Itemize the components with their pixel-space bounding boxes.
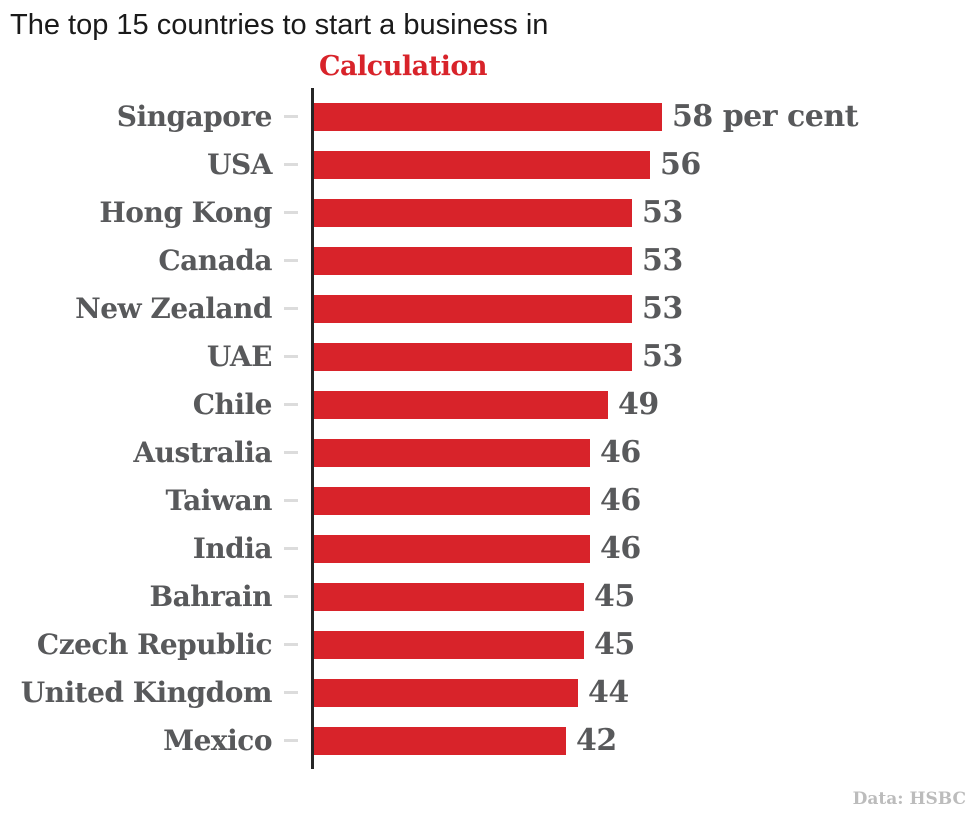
tick-mark: [284, 643, 298, 646]
value-label: 58 per cent: [672, 99, 859, 134]
bar: [314, 439, 590, 467]
chart-row: Czech Republic 45: [0, 621, 980, 669]
bar: [314, 343, 632, 371]
value-label: 53: [642, 291, 683, 326]
chart-row: Mexico 42: [0, 717, 980, 765]
chart-row: Bahrain 45: [0, 573, 980, 621]
value-label: 42: [576, 723, 617, 758]
value-label: 53: [642, 339, 683, 374]
tick-mark: [284, 547, 298, 550]
chart-row: Hong Kong 53: [0, 189, 980, 237]
tick-mark: [284, 211, 298, 214]
value-label: 53: [642, 243, 683, 278]
country-label: Taiwan: [165, 484, 272, 517]
country-label: Chile: [192, 388, 273, 421]
bar: [314, 103, 662, 131]
country-label: India: [192, 532, 273, 565]
tick-mark: [284, 739, 298, 742]
tick-mark: [284, 307, 298, 310]
value-label: 53: [642, 195, 683, 230]
tick-mark: [284, 355, 298, 358]
value-label: 49: [618, 387, 659, 422]
value-label: 44: [588, 675, 629, 710]
country-label: Singapore: [116, 100, 273, 133]
chart-row: USA 56: [0, 141, 980, 189]
y-axis-line: [311, 88, 314, 769]
bar: [314, 631, 584, 659]
chart-row: Chile 49: [0, 381, 980, 429]
tick-mark: [284, 259, 298, 262]
chart-row: United Kingdom 44: [0, 669, 980, 717]
bar: [314, 391, 608, 419]
country-label: Canada: [158, 244, 272, 277]
bar: [314, 583, 584, 611]
tick-mark: [284, 403, 298, 406]
value-label: 45: [594, 627, 635, 662]
data-source-note: Data: HSBC: [852, 789, 966, 809]
bar: [314, 247, 632, 275]
chart-row: Canada 53: [0, 237, 980, 285]
country-label: Hong Kong: [99, 196, 272, 229]
bar: [314, 151, 650, 179]
tick-mark: [284, 691, 298, 694]
chart-subtitle: Calculation: [319, 51, 487, 82]
value-label: 46: [600, 483, 641, 518]
chart-title: The top 15 countries to start a business…: [10, 9, 549, 41]
bar: [314, 679, 578, 707]
chart-row: Taiwan 46: [0, 477, 980, 525]
bar: [314, 295, 632, 323]
chart-row: New Zealand 53: [0, 285, 980, 333]
tick-mark: [284, 451, 298, 454]
tick-mark: [284, 115, 298, 118]
country-label: Bahrain: [149, 580, 272, 613]
country-label: United Kingdom: [20, 676, 273, 709]
country-label: Czech Republic: [36, 628, 273, 661]
tick-mark: [284, 499, 298, 502]
bar: [314, 727, 566, 755]
value-label: 46: [600, 531, 641, 566]
country-label: Mexico: [163, 724, 272, 757]
value-label: 45: [594, 579, 635, 614]
tick-mark: [284, 163, 298, 166]
bar: [314, 487, 590, 515]
chart-row: Singapore 58 per cent: [0, 93, 980, 141]
chart-row: India 46: [0, 525, 980, 573]
value-label: 56: [660, 147, 701, 182]
bar: [314, 199, 632, 227]
chart-row: UAE 53: [0, 333, 980, 381]
country-label: New Zealand: [75, 292, 272, 325]
country-label: USA: [207, 148, 272, 181]
country-label: Australia: [133, 436, 272, 469]
bar: [314, 535, 590, 563]
value-label: 46: [600, 435, 641, 470]
country-label: UAE: [206, 340, 273, 373]
tick-mark: [284, 595, 298, 598]
chart-row: Australia 46: [0, 429, 980, 477]
chart-rows: Singapore 58 per cent USA 56 Hong Kong 5…: [0, 93, 980, 765]
